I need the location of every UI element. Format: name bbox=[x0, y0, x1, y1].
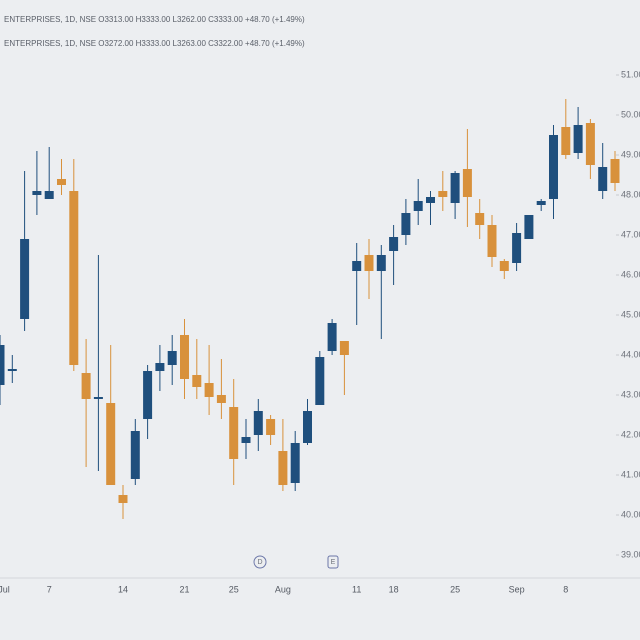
event-icon[interactable] bbox=[327, 555, 339, 569]
candle-body bbox=[253, 411, 263, 435]
y-tick-label: 51.00 bbox=[621, 69, 640, 79]
candle-body bbox=[610, 159, 620, 183]
header-line: ENTERPRISES, 1D, NSE O3272.00 H3333.00 L… bbox=[4, 39, 305, 48]
x-tick-label: 18 bbox=[389, 584, 399, 594]
x-tick-label: 7 bbox=[47, 584, 52, 594]
candle-body bbox=[561, 127, 571, 155]
candle-body bbox=[401, 213, 411, 235]
candle-body bbox=[303, 411, 312, 443]
candle-body bbox=[512, 233, 522, 263]
x-tick-label: 14 bbox=[118, 584, 128, 594]
candle-body bbox=[143, 371, 153, 419]
candle-body bbox=[352, 261, 362, 271]
event-icon[interactable] bbox=[253, 555, 267, 569]
candle-body bbox=[598, 167, 608, 191]
y-tick-label: 45.00 bbox=[621, 309, 640, 319]
candle-body bbox=[585, 123, 595, 165]
candle-body bbox=[180, 335, 189, 379]
x-tick-label: Aug bbox=[275, 584, 291, 594]
candle-body bbox=[339, 341, 349, 355]
candle-body bbox=[93, 397, 103, 399]
x-tick-label: 25 bbox=[450, 584, 460, 594]
candle-body bbox=[130, 431, 140, 479]
y-tick-label: 39.00 bbox=[621, 549, 640, 559]
candle-body bbox=[32, 191, 42, 195]
candle-body bbox=[204, 383, 214, 397]
event-label[interactable]: D bbox=[257, 559, 262, 566]
x-tick-label: Sep bbox=[509, 584, 525, 594]
candle-body bbox=[290, 443, 300, 483]
y-tick-label: 41.00 bbox=[621, 469, 640, 479]
candle-body bbox=[44, 191, 54, 199]
candle-body bbox=[389, 237, 399, 251]
candle-body bbox=[462, 169, 472, 197]
y-tick-label: 50.00 bbox=[621, 109, 640, 119]
y-tick-label: 42.00 bbox=[621, 429, 640, 439]
event-marker[interactable]: E bbox=[327, 555, 339, 569]
candle-body bbox=[69, 191, 79, 365]
event-label[interactable]: E bbox=[331, 559, 336, 566]
candle-body bbox=[573, 125, 583, 153]
x-tick-label: 25 bbox=[229, 584, 239, 594]
candle-body bbox=[0, 345, 5, 385]
candle-body bbox=[450, 173, 460, 203]
x-tick-label: 8 bbox=[563, 584, 568, 594]
candle-body bbox=[266, 419, 276, 435]
candle-body bbox=[475, 213, 485, 225]
candle-body bbox=[167, 351, 177, 365]
candle-body bbox=[229, 407, 239, 459]
candle-body bbox=[499, 261, 509, 271]
candle-body bbox=[315, 357, 325, 405]
x-tick-label: 21 bbox=[179, 584, 189, 594]
candle-body bbox=[216, 395, 226, 403]
candle-body bbox=[192, 375, 202, 387]
candle-body bbox=[118, 495, 128, 503]
candle-body bbox=[549, 135, 558, 199]
candle-body bbox=[20, 239, 30, 319]
y-tick-label: 47.00 bbox=[621, 229, 640, 239]
candle-body bbox=[524, 215, 534, 239]
candle-body bbox=[81, 373, 91, 399]
event-marker[interactable]: D bbox=[253, 555, 267, 569]
candle-body bbox=[57, 179, 66, 185]
candle-body bbox=[106, 403, 116, 485]
candle-body bbox=[155, 363, 165, 371]
y-tick-label: 49.00 bbox=[621, 149, 640, 159]
x-tick-label: Jul bbox=[0, 584, 10, 594]
candle-body bbox=[364, 255, 374, 271]
y-tick-label: 46.00 bbox=[621, 269, 640, 279]
candle-body bbox=[376, 255, 386, 271]
y-tick-label: 40.00 bbox=[621, 509, 640, 519]
candle-body bbox=[426, 197, 435, 203]
candle-body bbox=[327, 323, 337, 351]
candle-body bbox=[487, 225, 497, 257]
y-tick-label: 48.00 bbox=[621, 189, 640, 199]
candle-body bbox=[438, 191, 448, 197]
x-tick-label: 11 bbox=[352, 584, 361, 594]
candle-body bbox=[413, 201, 423, 211]
candle-body bbox=[278, 451, 288, 485]
candle-body bbox=[241, 437, 251, 443]
candle-body bbox=[7, 369, 17, 371]
y-tick-label: 44.00 bbox=[621, 349, 640, 359]
candle-body bbox=[536, 201, 546, 205]
header-line: ENTERPRISES, 1D, NSE O3313.00 H3333.00 L… bbox=[4, 15, 305, 24]
y-tick-label: 43.00 bbox=[621, 389, 640, 399]
